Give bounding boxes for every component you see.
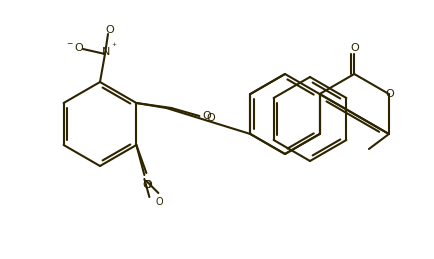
Text: O: O <box>206 113 215 123</box>
Text: O: O <box>350 43 358 53</box>
Text: O: O <box>385 89 395 99</box>
Text: O: O <box>142 180 151 190</box>
Text: O: O <box>202 111 211 121</box>
Text: N: N <box>102 47 110 57</box>
Text: O: O <box>155 197 163 207</box>
Text: $^+$: $^+$ <box>110 41 118 51</box>
Text: $^-$O: $^-$O <box>65 41 85 53</box>
Text: O: O <box>143 180 152 190</box>
Text: O: O <box>105 25 115 35</box>
